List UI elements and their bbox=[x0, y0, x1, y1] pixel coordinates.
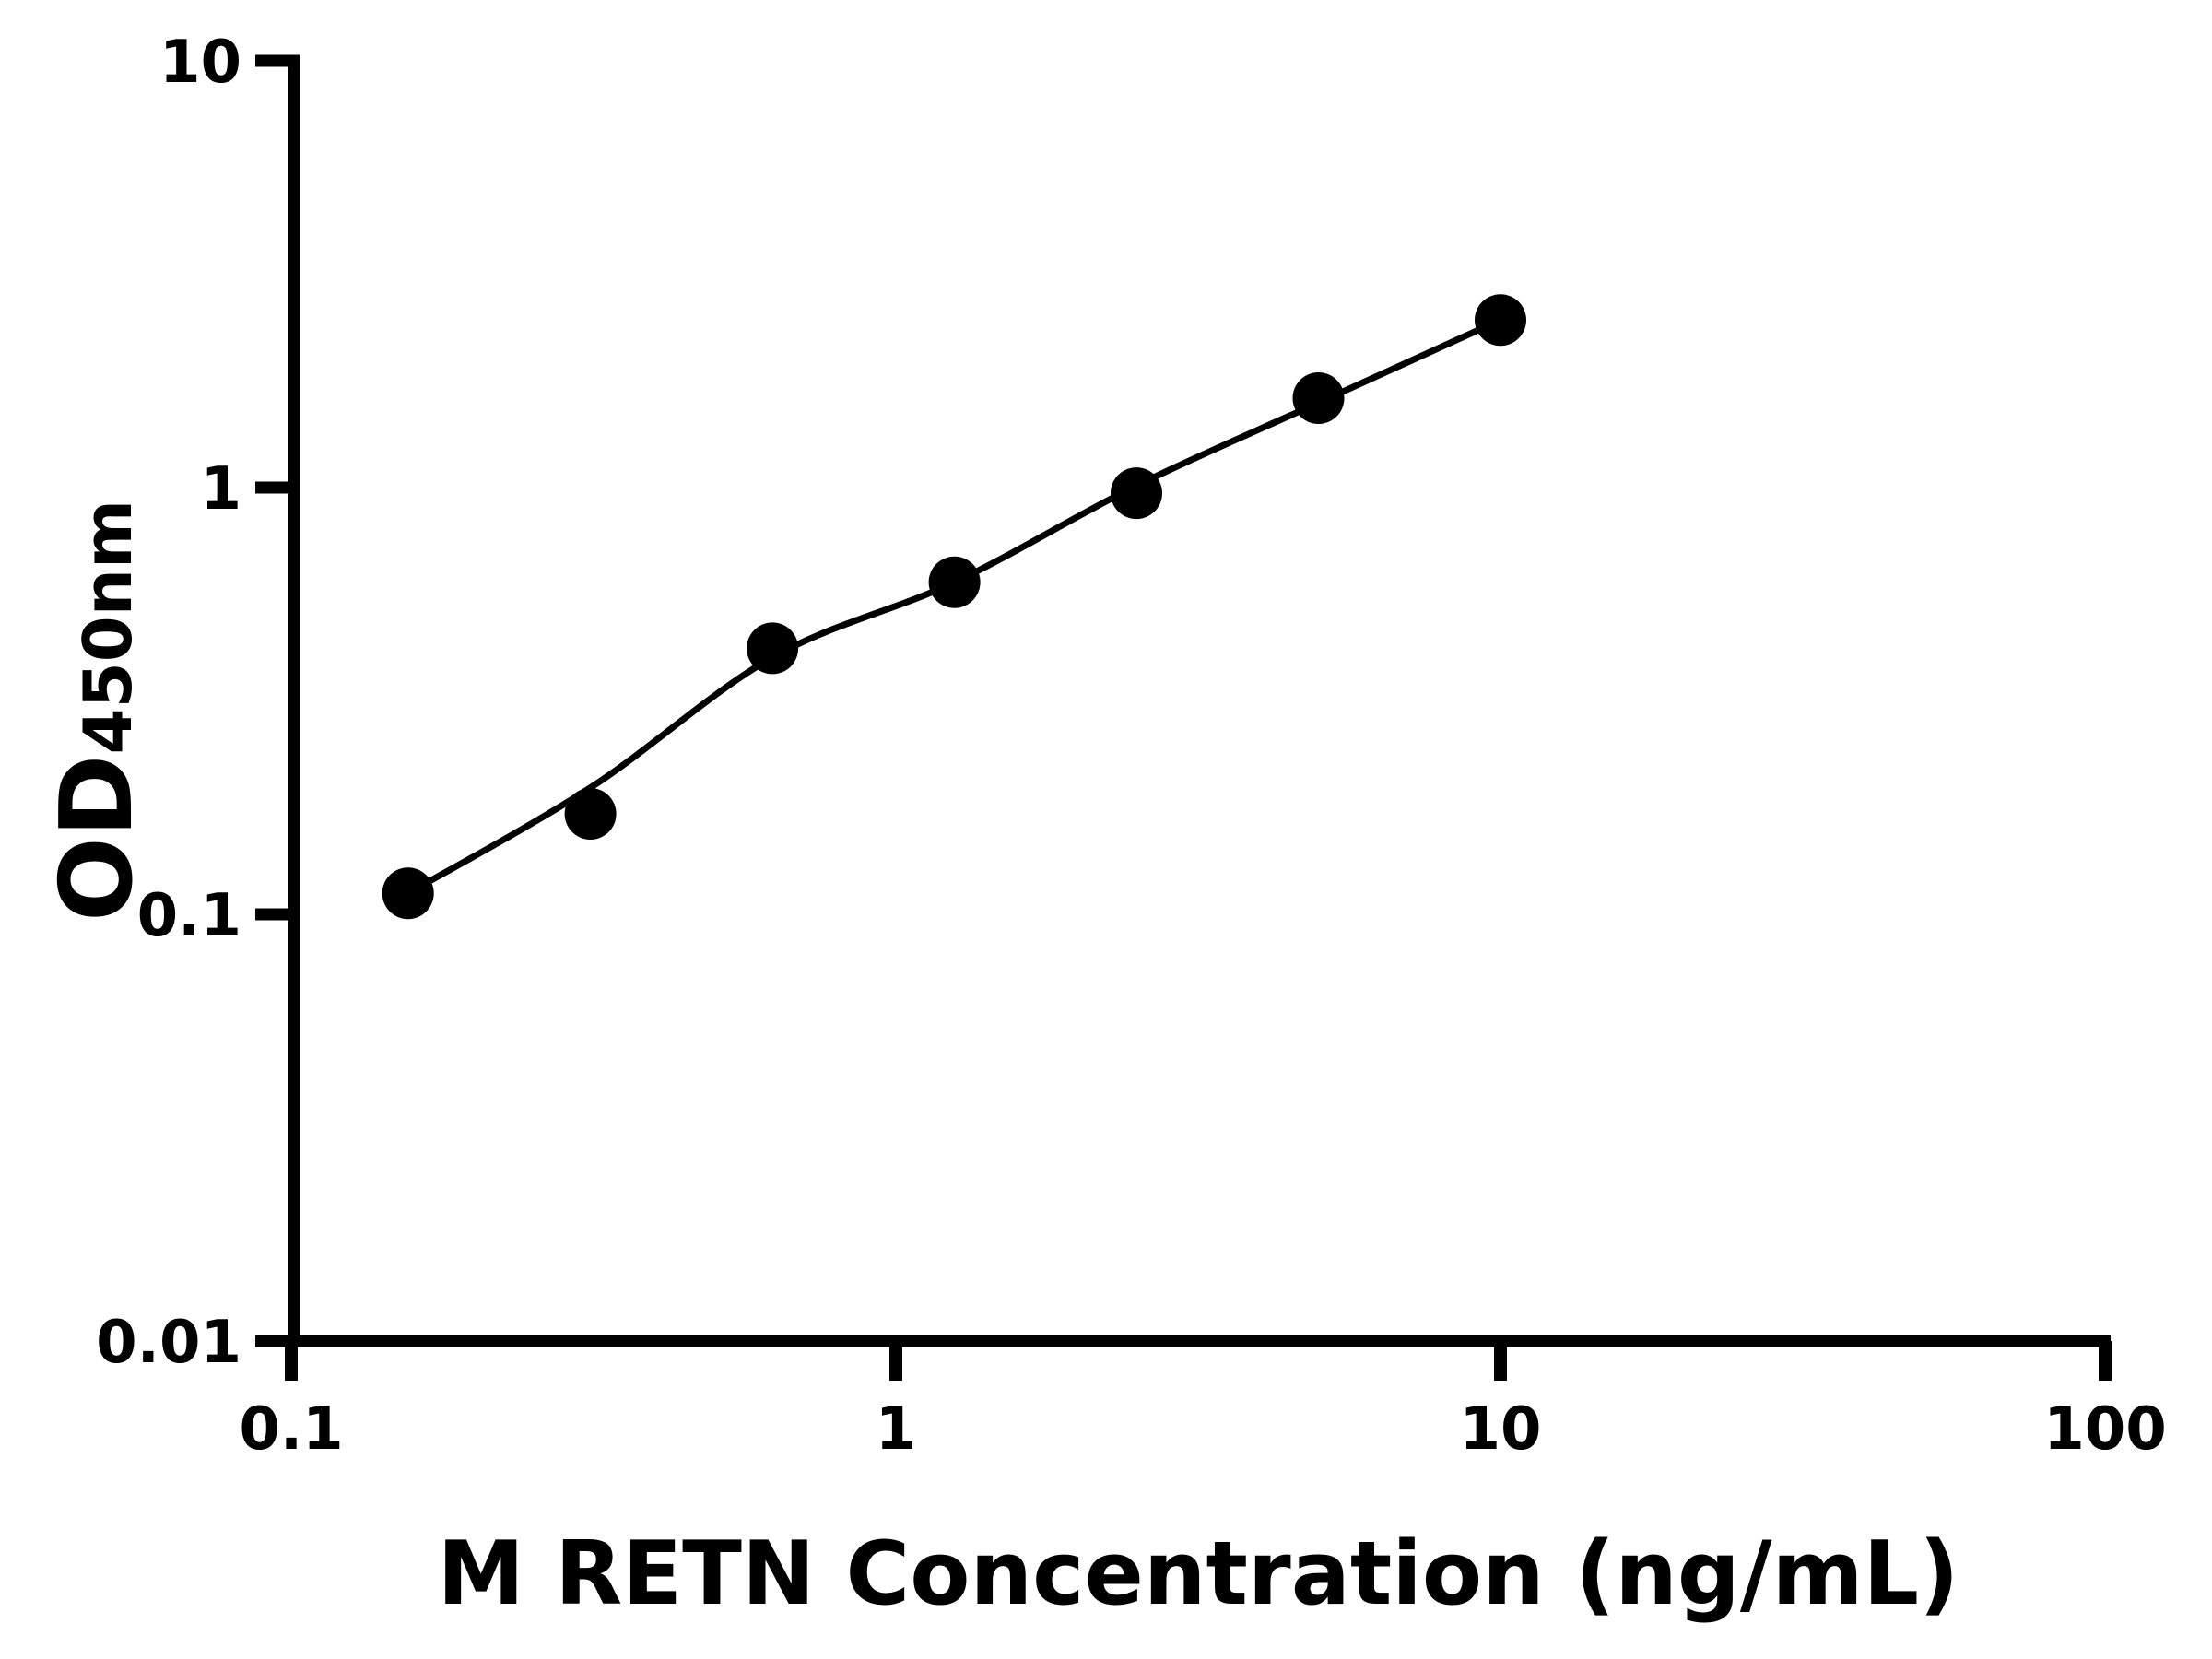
y-tick-label: 0.01 bbox=[96, 1309, 241, 1377]
x-tick-label: 10 bbox=[1459, 1395, 1541, 1464]
y-axis-title-sub: 450nm bbox=[69, 500, 147, 755]
data-point bbox=[1111, 467, 1162, 520]
x-tick-label: 100 bbox=[2043, 1395, 2167, 1464]
axes bbox=[288, 57, 2111, 1347]
y-axis-tick-labels: 10 1 0.1 0.01 bbox=[96, 29, 241, 1377]
data-point bbox=[382, 867, 434, 920]
y-tick-label: 1 bbox=[200, 455, 241, 524]
data-point bbox=[564, 788, 617, 840]
x-axis-tick-labels: 0.1 1 10 100 bbox=[239, 1395, 2166, 1464]
data-point bbox=[928, 556, 981, 608]
y-axis-title: OD450nm bbox=[40, 500, 155, 922]
data-point bbox=[1475, 294, 1526, 347]
y-tick-label: 10 bbox=[159, 29, 241, 97]
y-tick-label: 0.1 bbox=[137, 882, 241, 950]
y-axis-title-main: OD bbox=[40, 755, 155, 922]
x-axis-ticks bbox=[285, 1341, 2112, 1381]
x-tick-label: 1 bbox=[876, 1395, 917, 1464]
data-point bbox=[747, 622, 799, 675]
data-points bbox=[382, 294, 1526, 920]
x-axis-title: M RETN Concentration (ng/mL) bbox=[437, 1524, 1959, 1625]
data-point bbox=[1292, 372, 1345, 424]
x-tick-label: 0.1 bbox=[239, 1395, 343, 1464]
